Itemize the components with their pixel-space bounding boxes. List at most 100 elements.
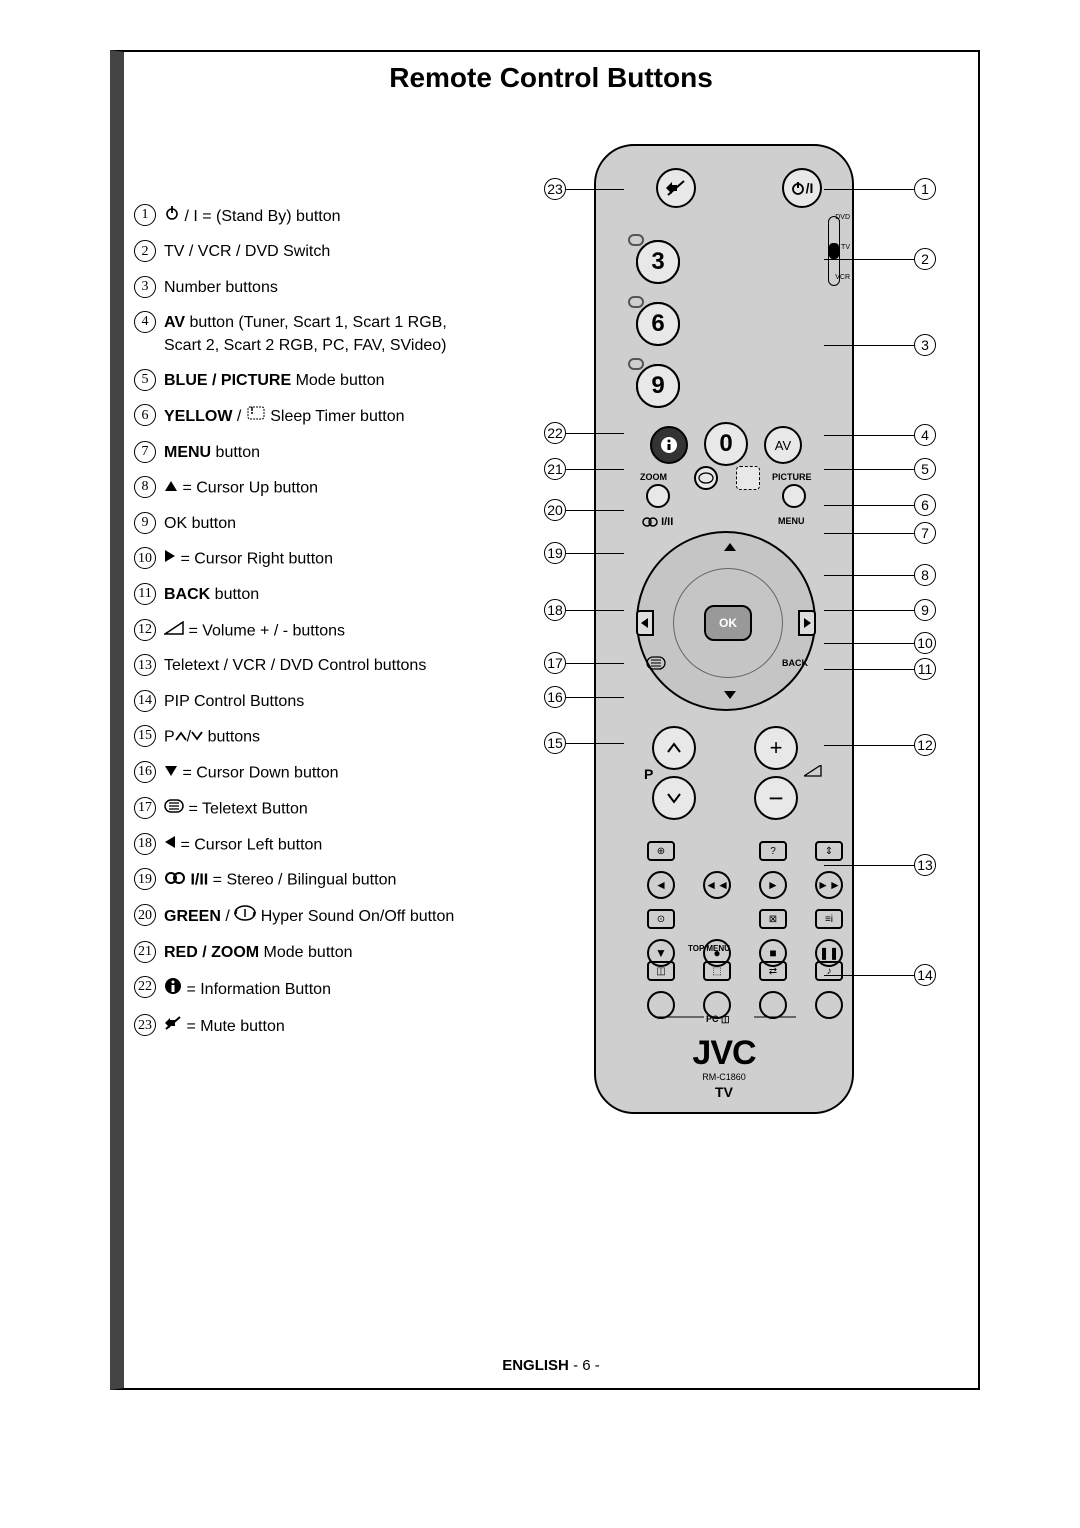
pip-grid: ◫ ⬚ ⇄ ♪ — [641, 961, 849, 1019]
legend-text: P/ buttons — [164, 725, 260, 749]
topmenu-label: TOP MENU — [688, 944, 730, 953]
callout-6: 6 — [914, 494, 936, 516]
pip-3[interactable]: ⇄ — [759, 961, 787, 981]
legend-text: BLUE / PICTURE Mode button — [164, 369, 385, 392]
legend-item-9: 9OK button — [134, 512, 494, 535]
p-label: P — [644, 766, 653, 782]
tv-label: TV — [596, 1084, 852, 1100]
legend-text: Number buttons — [164, 276, 278, 299]
pip-2[interactable]: ⬚ — [703, 961, 731, 981]
callout-16: 16 — [544, 686, 566, 708]
legend-text: PIP Control Buttons — [164, 690, 304, 713]
vol-down[interactable]: − — [754, 776, 798, 820]
callout-8: 8 — [914, 564, 936, 586]
sleep-button[interactable] — [736, 466, 760, 490]
av-button[interactable]: AV — [764, 426, 802, 464]
num-3[interactable]: 3 — [636, 240, 680, 284]
num-row-1: 1 2 3 — [628, 234, 644, 246]
prog-down[interactable] — [652, 776, 696, 820]
cursor-right-button[interactable] — [798, 610, 816, 636]
remote-body: /I DVD TV VCR 1 2 3 4 5 6 — [594, 144, 854, 1114]
num-6[interactable]: 6 — [636, 302, 680, 346]
callout-14: 14 — [914, 964, 936, 986]
cursor-left-button[interactable] — [636, 610, 654, 636]
legend-item-20: 20 GREEN / Hyper Sound On/Off button — [134, 904, 494, 928]
callout-15: 15 — [544, 732, 566, 754]
legend-item-12: 12 = Volume + / - buttons — [134, 619, 494, 643]
ttx-1[interactable]: ⊕ — [647, 841, 675, 861]
legend-text: = Cursor Down button — [164, 761, 339, 785]
legend-text: / I = (Stand By) button — [164, 204, 341, 228]
vcr-play[interactable]: ► — [759, 871, 787, 899]
legend-item-1: 1 / I = (Stand By) button — [134, 204, 494, 228]
callout-12: 12 — [914, 734, 936, 756]
mute-icon — [665, 179, 687, 197]
power-button[interactable]: /I — [782, 168, 822, 208]
vcr-prev[interactable]: ◄◄ — [703, 871, 731, 899]
stereo-label: I/II — [642, 516, 673, 528]
power-icon — [791, 181, 805, 195]
legend-num: 13 — [134, 654, 156, 676]
ttx-6[interactable]: ≡i — [815, 909, 843, 929]
mute-button[interactable] — [656, 168, 696, 208]
ttx-2[interactable]: ? — [759, 841, 787, 861]
legend-num: 12 — [134, 619, 156, 641]
pip-1[interactable]: ◫ — [647, 961, 675, 981]
vcr-next[interactable]: ►► — [815, 871, 843, 899]
cursor-down-icon[interactable] — [724, 691, 736, 699]
num-9[interactable]: 9 — [636, 364, 680, 408]
legend-text: = Cursor Up button — [164, 476, 318, 500]
cursor-up-icon[interactable] — [724, 543, 736, 551]
legend-item-8: 8 = Cursor Up button — [134, 476, 494, 500]
legend-num: 6 — [134, 404, 156, 426]
callout-4: 4 — [914, 424, 936, 446]
num-row-3: 7 8 9 — [628, 358, 644, 370]
picture-label: PICTURE — [772, 472, 812, 482]
teletext-icon — [646, 656, 666, 675]
switch-label-vcr: VCR — [835, 274, 850, 281]
legend-num: 15 — [134, 725, 156, 747]
legend-item-22: 22 = Information Button — [134, 976, 494, 1002]
legend-num: 19 — [134, 868, 156, 890]
prog-up[interactable] — [652, 726, 696, 770]
legend-num: 14 — [134, 690, 156, 712]
legend-item-13: 13Teletext / VCR / DVD Control buttons — [134, 654, 494, 677]
vol-icon — [804, 764, 822, 782]
num-0[interactable]: 0 — [704, 422, 748, 466]
info-icon — [660, 436, 678, 454]
menu-label: MENU — [778, 516, 805, 526]
ok-button[interactable]: OK — [704, 605, 752, 641]
legend-num: 21 — [134, 941, 156, 963]
ttx-3[interactable]: ⇕ — [815, 841, 843, 861]
legend-list: 1 / I = (Stand By) button2TV / VCR / DVD… — [124, 134, 494, 1051]
vcr-rew[interactable]: ◄ — [647, 871, 675, 899]
manual-page: Remote Control Buttons 1 / I = (Stand By… — [110, 50, 980, 1390]
callout-2: 2 — [914, 248, 936, 270]
pip-d[interactable] — [815, 991, 843, 1019]
callout-20: 20 — [544, 499, 566, 521]
legend-num: 10 — [134, 547, 156, 569]
vol-up[interactable]: + — [754, 726, 798, 770]
legend-num: 7 — [134, 441, 156, 463]
callout-13: 13 — [914, 854, 936, 876]
legend-text: = Mute button — [164, 1014, 285, 1038]
hypersound-button[interactable] — [694, 466, 718, 490]
callout-7: 7 — [914, 522, 936, 544]
legend-item-11: 11BACK button — [134, 583, 494, 606]
legend-num: 20 — [134, 904, 156, 926]
legend-item-16: 16 = Cursor Down button — [134, 761, 494, 785]
ttx-4[interactable]: ⊙ — [647, 909, 675, 929]
legend-num: 18 — [134, 833, 156, 855]
info-button[interactable] — [650, 426, 688, 464]
nav-pad: OK — [636, 531, 816, 711]
legend-text: YELLOW / Sleep Timer button — [164, 404, 405, 428]
legend-item-23: 23 = Mute button — [134, 1014, 494, 1038]
legend-num: 17 — [134, 797, 156, 819]
picture-button[interactable] — [782, 484, 806, 508]
ttx-5[interactable]: ⊠ — [759, 909, 787, 929]
legend-num: 3 — [134, 276, 156, 298]
legend-item-18: 18 = Cursor Left button — [134, 833, 494, 857]
legend-text: GREEN / Hyper Sound On/Off button — [164, 904, 454, 928]
pip-4[interactable]: ♪ — [815, 961, 843, 981]
zoom-button[interactable] — [646, 484, 670, 508]
